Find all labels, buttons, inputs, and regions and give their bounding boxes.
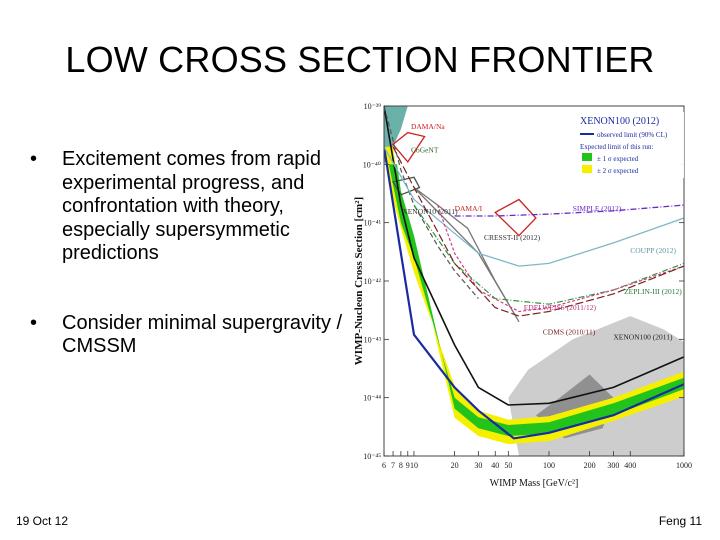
series-line-xenon100-2011 [384,106,684,406]
x-tick-label: 40 [491,461,499,470]
legend-entry-2-expected: ± 2 σ expected [597,167,639,175]
curve-label-dama-i: DAMA/I [455,204,483,213]
series-line-cdms-2010-11 [392,146,684,317]
curve-label-xenon100-2011: XENON100 (2011) [613,332,673,341]
curve-label-zeplin-iii-2012: ZEPLIN-III (2012) [624,287,682,296]
x-tick-label: 8 [399,461,403,470]
bullet-dot: • [30,148,38,170]
bullet-text: Consider minimal supergravity / CMSSM [62,311,343,358]
y-tick-label: 10⁻⁴³ [364,335,382,344]
curve-label-dama-na: DAMA/Na [411,122,445,131]
legend-title: XENON100 (2012) [580,116,659,127]
x-axis-label: WIMP Mass [GeV/c²] [490,478,579,489]
y-tick-label: 10⁻⁴² [364,277,382,286]
curve-label-cdms-2010-11: CDMS (2010/11) [543,328,596,337]
legend-entry-1-expected: ± 1 σ expected [597,155,639,163]
x-tick-label: 50 [504,461,512,470]
legend-swatch-1-expected [582,153,592,161]
x-tick-label: 20 [451,461,459,470]
x-tick-label: 100 [543,461,555,470]
curve-label-xenon10-2011: XENON10 (2011) [402,207,458,216]
curve-label-cresst-ii-2012: CRESST-II (2012) [484,233,541,242]
x-tick-label: 10 [410,461,418,470]
contour-dama-i [494,198,537,237]
legend-swatch-2-expected [582,165,592,173]
bullet-text: Excitement comes from rapid experimental… [62,148,321,264]
footer-page-number: Feng 11 [658,514,702,528]
contour-dama-na [392,131,426,163]
legend-box [576,112,684,178]
y-tick-label: 10⁻³⁹ [364,102,382,111]
x-tick-label: 9 [406,461,410,470]
legend-entry-expected-limit-of-this-run: Expected limit of this run: [580,143,654,151]
y-tick-label: 10⁻⁴⁴ [363,394,381,403]
x-tick-label: 200 [584,461,596,470]
bullet-item: • Consider minimal supergravity / CMSSM [30,312,350,359]
series-line-xenon10-2011 [384,106,479,299]
curve-label-coupp-2012: COUPP (2012) [630,246,676,255]
y-tick-label: 10⁻⁴⁰ [363,160,381,169]
bullet-list: • Excitement comes from rapid experiment… [30,148,350,359]
curve-label-simple-2012: SIMPLE (2012) [573,204,622,213]
series-line-edelweiss-2011-12 [437,204,684,313]
footer-date: 19 Oct 12 [16,514,69,528]
slide-title: LOW CROSS SECTION FRONTIER [65,39,655,80]
y-tick-label: 10⁻⁴¹ [364,219,382,228]
legend-entry-observed-limit-90-cl: observed limit (90% CL) [597,131,668,139]
bullet-item: • Excitement comes from rapid experiment… [30,148,350,266]
x-tick-label: 7 [391,461,395,470]
x-tick-label: 300 [607,461,619,470]
y-axis-label: WIMP-Nucleon Cross Section [cm²] [353,197,365,365]
x-tick-label: 30 [474,461,482,470]
series-line-coupp-2012 [384,146,684,267]
series-line-xenon100-2012 [384,146,684,440]
x-tick-label: 6 [382,461,386,470]
x-tick-label: 1000 [676,461,692,470]
bullet-dot: • [30,311,38,334]
x-tick-label: 400 [624,461,636,470]
curve-label-edelweiss-2011-12: EDELWEISS (2011/12) [524,303,597,312]
curve-label-cogent: CoGeNT [411,145,439,154]
y-tick-label: 10⁻⁴⁵ [363,452,381,461]
series-line-simple-2012 [454,204,684,217]
